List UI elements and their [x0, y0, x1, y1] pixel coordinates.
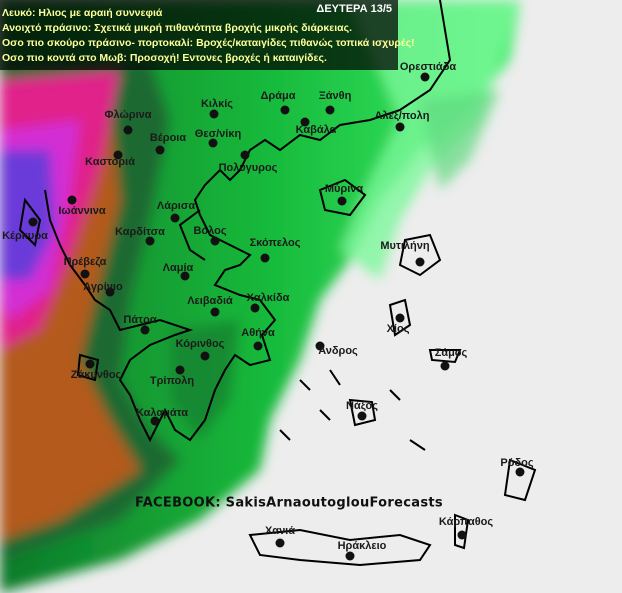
city-label: Σκόπελος: [250, 237, 301, 249]
city-dot: [28, 217, 38, 227]
city-label: Αθήνα: [241, 327, 275, 339]
city-label: Καβάλα: [296, 124, 337, 136]
legend-line: Λευκό: Ηλιος με αραιή συννεφιά: [2, 7, 163, 19]
city-label: Ξάνθη: [319, 90, 352, 102]
city-dot: [253, 341, 263, 351]
city-dot: [140, 325, 150, 335]
city-label: Ρόδος: [500, 457, 533, 469]
city-dot: [345, 551, 355, 561]
city-label: Κέρκυρα: [2, 230, 48, 242]
city-label: Φλώρινα: [104, 109, 151, 121]
city-label: Ιωάννινα: [58, 205, 106, 217]
city-label: Κόρινθος: [176, 338, 225, 350]
city-dot: [395, 313, 405, 323]
city-label: Αγρίνιο: [83, 281, 123, 293]
city-label: Χανιά: [265, 525, 295, 537]
city-label: Λειβαδιά: [187, 295, 233, 307]
city-label: Λαμία: [163, 262, 194, 274]
city-label: Πολύγυρος: [219, 162, 278, 174]
city-label: Καλαμάτα: [136, 407, 188, 419]
city-dot: [170, 213, 180, 223]
city-dot: [209, 109, 219, 119]
city-label: Δράμα: [261, 90, 296, 102]
city-dot: [80, 269, 90, 279]
city-dot: [180, 271, 190, 281]
city-label: Ζάκυνθος: [71, 369, 122, 381]
coastlines: [18, 0, 537, 567]
city-dot: [113, 150, 123, 160]
city-dot: [420, 72, 430, 82]
city-dot: [67, 195, 77, 205]
city-dot: [300, 117, 310, 127]
legend-line: Οσο πιο κοντά στο Μωβ: Προσοχή! Εντονες …: [2, 52, 327, 64]
city-dot: [175, 365, 185, 375]
city-dot: [210, 307, 220, 317]
city-dot: [155, 145, 165, 155]
city-label: Θεσ/νίκη: [195, 128, 242, 140]
city-dot: [208, 138, 218, 148]
city-label: Λάρισα: [157, 200, 195, 212]
city-label: Άνδρος: [318, 345, 358, 357]
city-label: Πάτρα: [123, 314, 156, 326]
city-label: Χίος: [387, 323, 410, 335]
city-dot: [200, 351, 210, 361]
city-label: Σάμος: [435, 347, 468, 359]
city-label: Ορεστιάδα: [400, 61, 457, 73]
city-dot: [145, 236, 155, 246]
city-dot: [240, 150, 250, 160]
city-label: Κιλκίς: [201, 98, 233, 110]
city-dot: [250, 303, 260, 313]
city-dot: [210, 236, 220, 246]
date: ΔΕΥΤΕΡΑ 13/5: [316, 3, 392, 15]
city-dot: [457, 530, 467, 540]
city-label: Πρέβεζα: [64, 256, 107, 268]
city-dot: [315, 341, 325, 351]
city-dot: [440, 361, 450, 371]
legend-line: Ανοιχτό πράσινο: Σχετικά μικρή πιθανότητ…: [2, 22, 352, 34]
legend-box: [0, 0, 398, 70]
city-dot: [123, 125, 133, 135]
city-labels: Ορεστιάδα Δράμα Ξάνθη Κιλκίς Φλώρινα Αλεξ/πολ…: [2, 61, 534, 552]
city-dot: [395, 122, 405, 132]
city-dot: [150, 416, 160, 426]
city-label: Μυτιλήνη: [380, 240, 429, 252]
footer-credit: FACEBOOK: SakisArnaoutoglouForecasts: [135, 496, 443, 511]
city-dot: [415, 257, 425, 267]
city-label: Τρίπολη: [150, 375, 195, 387]
city-dot: [105, 287, 115, 297]
city-label: Νάξος: [346, 400, 378, 412]
city-label: Καστοριά: [85, 156, 135, 168]
city-markers: [28, 72, 525, 561]
city-label: Καρδίτσα: [115, 226, 165, 238]
city-dot: [260, 253, 270, 263]
city-label: Βόλος: [193, 225, 226, 237]
city-dot: [357, 411, 367, 421]
precipitation-field: [0, 0, 520, 593]
city-label: Αλεξ/πολη: [375, 110, 430, 122]
city-label: Βέροια: [150, 132, 186, 144]
city-label: Ηράκλειο: [338, 540, 387, 552]
legend-line: Οσο πιο σκούρο πράσινο- πορτοκαλί: Βροχέ…: [2, 37, 415, 49]
city-label: Χαλκίδα: [247, 292, 290, 304]
city-label: Μύρινα: [325, 183, 364, 195]
city-dot: [85, 359, 95, 369]
city-dot: [337, 196, 347, 206]
city-dot: [280, 105, 290, 115]
city-dot: [515, 467, 525, 477]
city-label: Κάρπαθος: [439, 516, 493, 528]
city-dot: [275, 538, 285, 548]
city-dot: [325, 105, 335, 115]
